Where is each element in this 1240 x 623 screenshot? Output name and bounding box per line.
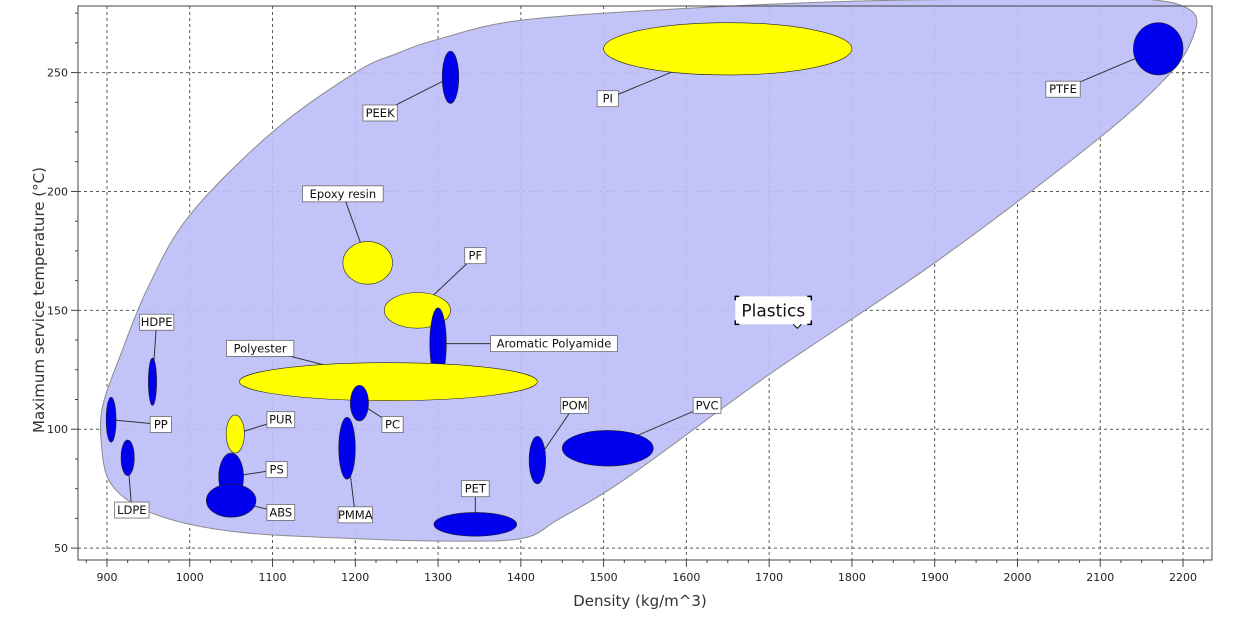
y-tick-label: 200 bbox=[47, 185, 68, 198]
y-tick-label: 100 bbox=[47, 423, 68, 436]
x-tick-label: 1800 bbox=[838, 571, 866, 584]
label-text-pc: PC bbox=[385, 417, 400, 431]
label-text-peek: PEEK bbox=[366, 106, 395, 120]
label-pom: POM bbox=[560, 397, 589, 414]
bubble-pi bbox=[603, 22, 853, 76]
label-text-pet: PET bbox=[465, 482, 487, 496]
x-tick-label: 2100 bbox=[1086, 571, 1114, 584]
label-peek: PEEK bbox=[362, 104, 398, 122]
x-tick-label: 1400 bbox=[507, 571, 535, 584]
x-tick-label: 1500 bbox=[590, 571, 618, 584]
label-text-pvc: PVC bbox=[696, 398, 719, 412]
plastics-envelope bbox=[99, 0, 1198, 542]
label-pur: PUR bbox=[266, 411, 296, 429]
label-pet: PET bbox=[461, 480, 490, 498]
x-axis-title: Density (kg/m^3) bbox=[573, 592, 706, 610]
label-text-ptfe: PTFE bbox=[1049, 82, 1077, 96]
label-text-ps: PS bbox=[270, 463, 284, 477]
region-label: Plastics bbox=[734, 295, 813, 330]
label-ps: PS bbox=[265, 461, 288, 479]
label-pp: PP bbox=[149, 416, 172, 433]
label-polyester: Polyester bbox=[226, 339, 295, 357]
x-tick-label: 2000 bbox=[1003, 571, 1031, 584]
bubble-pur bbox=[225, 414, 245, 454]
x-tick-label: 900 bbox=[96, 571, 117, 584]
material-labels: PTFE PI PEEK Epoxy resin PF Aromatic Polyamid… bbox=[114, 80, 1081, 524]
bubble-pvc bbox=[561, 430, 654, 467]
y-axis-title: Maximum service temperature (°C) bbox=[30, 167, 48, 433]
x-tick-label: 1200 bbox=[341, 571, 369, 584]
x-tick-label: 1000 bbox=[176, 571, 204, 584]
plastics-region: Plastics bbox=[99, 0, 1198, 542]
label-pi: PI bbox=[596, 90, 619, 108]
label-hdpe: HDPE bbox=[139, 313, 175, 331]
axes: 900 1000 1100 1200 1300 1400 1500 1600 1700 1800 1… bbox=[47, 5, 1213, 584]
x-tick-label: 1600 bbox=[672, 571, 700, 584]
label-text-pur: PUR bbox=[269, 413, 292, 427]
x-tick-label: 1100 bbox=[259, 571, 287, 584]
label-text-hdpe: HDPE bbox=[141, 315, 173, 329]
label-text-pp: PP bbox=[154, 417, 168, 431]
label-abs: ABS bbox=[266, 504, 296, 521]
label-text-aromatic-polyamide: Aromatic Polyamide bbox=[497, 337, 612, 351]
bubble-pp bbox=[105, 396, 117, 443]
label-aromatic-polyamide: Aromatic Polyamide bbox=[490, 335, 618, 353]
bubble-ptfe bbox=[1133, 22, 1184, 76]
bubble-ldpe bbox=[120, 439, 135, 476]
x-tick-label: 2200 bbox=[1169, 571, 1197, 584]
label-ptfe: PTFE bbox=[1045, 80, 1081, 98]
label-text-polyester: Polyester bbox=[234, 341, 287, 355]
label-text-pmma: PMMA bbox=[338, 508, 373, 522]
bubble-polyester bbox=[239, 362, 538, 401]
label-text-ldpe: LDPE bbox=[117, 503, 146, 517]
label-epoxy-resin: Epoxy resin bbox=[302, 185, 384, 203]
bubble-peek bbox=[441, 50, 460, 104]
x-tick-label: 1300 bbox=[424, 571, 452, 584]
label-pmma: PMMA bbox=[337, 506, 373, 524]
label-text-pf: PF bbox=[469, 249, 483, 263]
bubble-pmma bbox=[338, 417, 356, 480]
material-bubbles bbox=[105, 22, 1184, 537]
label-text-pi: PI bbox=[603, 92, 613, 106]
label-pvc: PVC bbox=[692, 397, 722, 414]
label-pf: PF bbox=[464, 247, 487, 265]
bubble-pom bbox=[528, 436, 546, 485]
region-label-text: Plastics bbox=[741, 301, 805, 321]
y-tick-label: 250 bbox=[47, 67, 68, 80]
y-tick-label: 50 bbox=[54, 542, 68, 555]
bubble-pet bbox=[433, 512, 518, 537]
label-text-abs: ABS bbox=[269, 505, 292, 519]
label-ldpe: LDPE bbox=[114, 501, 150, 519]
label-pc: PC bbox=[381, 416, 404, 433]
bubble-hdpe bbox=[148, 357, 157, 406]
x-tick-label: 1700 bbox=[755, 571, 783, 584]
bubble-abs bbox=[205, 483, 257, 518]
x-tick-label: 1900 bbox=[921, 571, 949, 584]
bubble-epoxy-resin bbox=[342, 241, 393, 285]
y-tick-label: 150 bbox=[47, 304, 68, 317]
label-text-pom: POM bbox=[562, 398, 588, 412]
bubble-pc bbox=[350, 384, 369, 422]
label-text-epoxy-resin: Epoxy resin bbox=[310, 187, 377, 201]
